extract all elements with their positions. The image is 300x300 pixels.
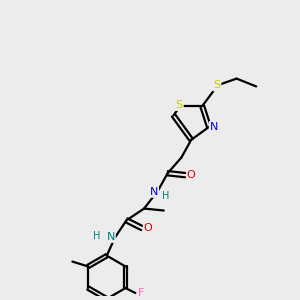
Text: F: F — [138, 288, 144, 298]
Text: N: N — [210, 122, 218, 132]
Text: S: S — [176, 100, 183, 110]
Text: S: S — [213, 80, 220, 91]
Text: H: H — [162, 191, 169, 201]
Text: O: O — [144, 223, 152, 233]
Text: N: N — [150, 187, 158, 197]
Text: O: O — [187, 170, 196, 180]
Text: H: H — [93, 231, 101, 241]
Text: N: N — [106, 232, 115, 242]
